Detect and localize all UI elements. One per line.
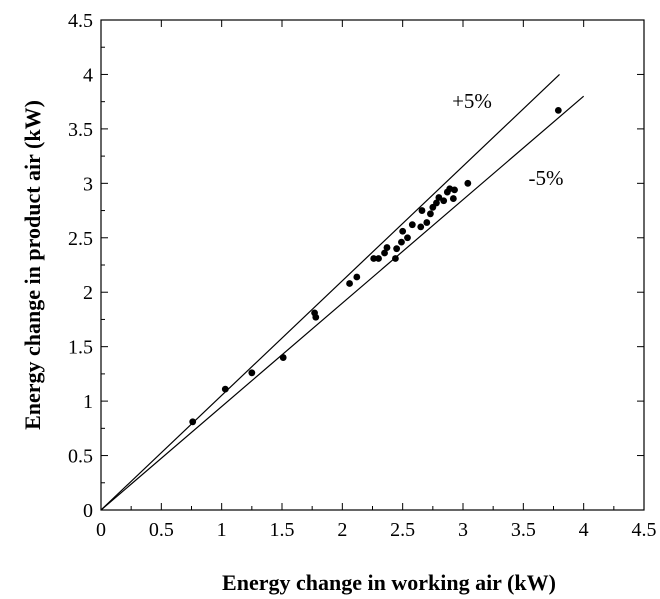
y-tick-label: 4.5 [68,10,93,32]
y-tick-label: 2.5 [68,228,93,250]
data-point [440,197,448,205]
plot-frame [100,19,645,511]
y-tick-label: 2 [83,282,93,304]
y-tick-label: 4 [83,64,93,86]
data-point [312,313,320,321]
data-point [383,244,391,251]
data-point [279,354,287,361]
minus-5-percent-label: -5% [529,166,564,190]
minus-5-percent-line [100,95,585,511]
x-tick-label: 1.5 [270,519,295,541]
plot-area: 0 0.5 1 1.5 2 2.5 3 3.5 4 4.5 0 0.5 1 1.5 2 2.5 3 3.5 4 4.5… [68,10,657,541]
data-point [433,199,440,207]
data-point [393,245,401,253]
data-point [554,106,562,114]
data-point [423,219,431,226]
y-tick-label: 1 [83,391,93,413]
x-tick-label: 3 [458,519,468,541]
data-point [375,255,382,262]
data-point [449,195,457,202]
data-point [398,238,405,246]
plus-5-percent-label: +5% [452,89,492,113]
plus-5-percent-line [100,74,560,511]
y-tick-label: 3.5 [68,119,93,141]
x-tick-label: 0.5 [149,519,174,541]
data-point [353,273,361,281]
data-point [418,207,426,214]
data-point [408,221,416,229]
x-tick-label: 2.5 [390,519,415,541]
data-point [435,194,443,201]
x-tick-label: 2 [337,519,347,541]
data-point [346,280,353,287]
y-tick-label: 0.5 [68,446,93,468]
y-axis-title: Energy change in product air (kW) [20,100,45,430]
x-tick-label: 3.5 [511,519,536,541]
data-point [381,249,388,257]
data-point [417,223,425,231]
data-point [404,234,411,242]
y-tick-label: 0 [83,500,93,522]
data-point [451,186,458,194]
y-tick-label: 1.5 [68,337,93,359]
data-point [464,179,472,187]
x-tick-label: 4.5 [632,519,657,541]
data-point [248,369,256,377]
x-tick-label: 4 [579,519,589,541]
data-point [221,385,229,393]
x-tick-label: 0 [96,519,106,541]
data-point [370,255,378,262]
y-tick-label: 3 [83,173,93,195]
x-tick-label: 1 [217,519,227,541]
data-point [189,418,197,426]
x-axis-title: Energy change in working air (kW) [222,570,556,595]
data-point [392,255,399,262]
data-point [427,210,434,218]
data-point [399,227,407,235]
